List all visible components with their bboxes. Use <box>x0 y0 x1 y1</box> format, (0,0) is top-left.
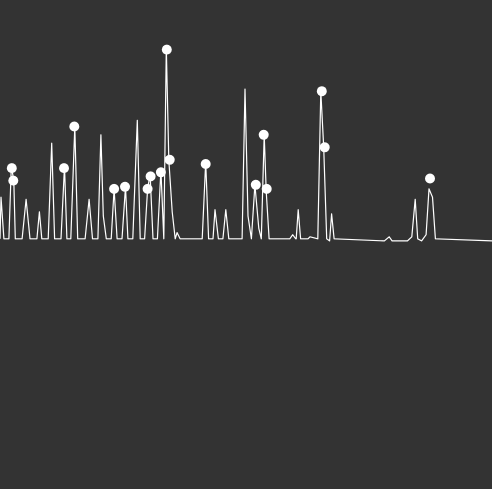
peak-marker-7 <box>145 171 156 182</box>
peak-marker-6 <box>142 183 153 194</box>
peak-marker-2 <box>59 163 69 174</box>
peak-marker-16 <box>319 142 330 153</box>
peak-marker-9 <box>161 44 172 55</box>
peak-marker-15 <box>316 86 327 97</box>
peak-marker-12 <box>250 179 261 190</box>
peak-marker-17 <box>425 173 435 184</box>
peak-marker-11 <box>200 159 211 169</box>
peak-marker-0 <box>6 163 17 174</box>
peak-marker-4 <box>109 183 120 194</box>
peak-marker-8 <box>155 167 166 178</box>
trace-layer <box>0 46 492 242</box>
marker-layer <box>6 44 435 194</box>
peak-marker-14 <box>261 183 272 194</box>
series-line-0 <box>0 46 492 242</box>
peak-marker-13 <box>258 129 269 140</box>
peak-marker-3 <box>69 121 80 132</box>
peak-marker-5 <box>120 181 130 192</box>
peak-marker-10 <box>164 154 175 165</box>
peak-marker-1 <box>8 175 19 186</box>
